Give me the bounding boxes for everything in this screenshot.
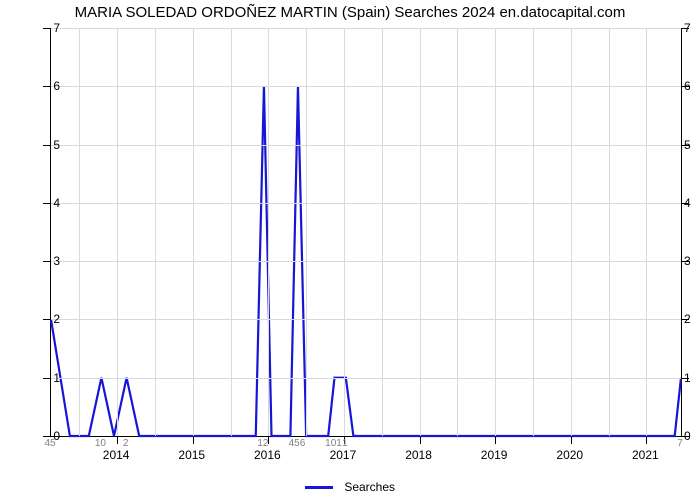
grid-line-vertical: [79, 28, 80, 436]
y-axis-label-right: 6: [684, 79, 700, 93]
x-axis-label: 2016: [254, 448, 281, 462]
y-axis-label-right: 4: [684, 196, 700, 210]
x-axis-label: 2020: [556, 448, 583, 462]
y-axis-label-right: 3: [684, 254, 700, 268]
grid-line-vertical: [571, 28, 572, 436]
y-axis-label: 7: [30, 21, 60, 35]
grid-line-horizontal: [51, 145, 681, 146]
grid-line-vertical: [117, 28, 118, 436]
grid-line-vertical: [420, 28, 421, 436]
x-axis-label: 2021: [632, 448, 659, 462]
y-axis-label: 2: [30, 312, 60, 326]
x-tick: [117, 436, 118, 444]
grid-line-horizontal: [51, 28, 681, 29]
grid-line-vertical: [533, 28, 534, 436]
x-tick: [646, 436, 647, 444]
y-axis-label: 6: [30, 79, 60, 93]
grid-line-vertical: [344, 28, 345, 436]
grid-line-horizontal: [51, 261, 681, 262]
chart-title: MARIA SOLEDAD ORDOÑEZ MARTIN (Spain) Sea…: [0, 4, 700, 21]
line-series: [51, 28, 681, 436]
grid-line-vertical: [457, 28, 458, 436]
grid-line-horizontal: [51, 203, 681, 204]
x-tick: [193, 436, 194, 444]
data-point-label: 10: [95, 438, 106, 449]
x-tick: [571, 436, 572, 444]
grid-line-vertical: [231, 28, 232, 436]
grid-line-horizontal: [51, 319, 681, 320]
y-axis-label-right: 2: [684, 312, 700, 326]
grid-line-vertical: [268, 28, 269, 436]
grid-line-vertical: [646, 28, 647, 436]
legend-label: Searches: [344, 480, 395, 494]
x-tick: [420, 436, 421, 444]
chart-container: MARIA SOLEDAD ORDOÑEZ MARTIN (Spain) Sea…: [0, 0, 700, 500]
legend-swatch: [305, 486, 333, 489]
x-axis-label: 2019: [481, 448, 508, 462]
data-point-label: 101: [325, 438, 342, 449]
x-axis-label: 2015: [178, 448, 205, 462]
y-axis-label: 4: [30, 196, 60, 210]
grid-line-vertical: [193, 28, 194, 436]
y-axis-label: 3: [30, 254, 60, 268]
grid-line-vertical: [609, 28, 610, 436]
y-axis-label: 5: [30, 138, 60, 152]
x-tick: [495, 436, 496, 444]
grid-line-vertical: [306, 28, 307, 436]
data-point-label: 45: [44, 438, 55, 449]
y-axis-label-right: 0: [684, 429, 700, 443]
data-point-label: 2: [123, 438, 129, 449]
legend: Searches: [0, 480, 700, 494]
grid-line-vertical: [382, 28, 383, 436]
data-point-label: 1: [342, 438, 348, 449]
x-axis-label: 2017: [330, 448, 357, 462]
data-point-label: 12: [257, 438, 268, 449]
y-axis-label-right: 5: [684, 138, 700, 152]
grid-line-horizontal: [51, 86, 681, 87]
y-axis-label-right: 1: [684, 371, 700, 385]
grid-line-vertical: [495, 28, 496, 436]
data-point-label: 7: [677, 438, 683, 449]
data-point-label: 456: [289, 438, 306, 449]
x-axis-label: 2018: [405, 448, 432, 462]
y-axis-label: 1: [30, 371, 60, 385]
x-axis-label: 2014: [103, 448, 130, 462]
grid-line-vertical: [155, 28, 156, 436]
y-axis-label-right: 7: [684, 21, 700, 35]
plot-area: [50, 28, 682, 437]
grid-line-horizontal: [51, 378, 681, 379]
